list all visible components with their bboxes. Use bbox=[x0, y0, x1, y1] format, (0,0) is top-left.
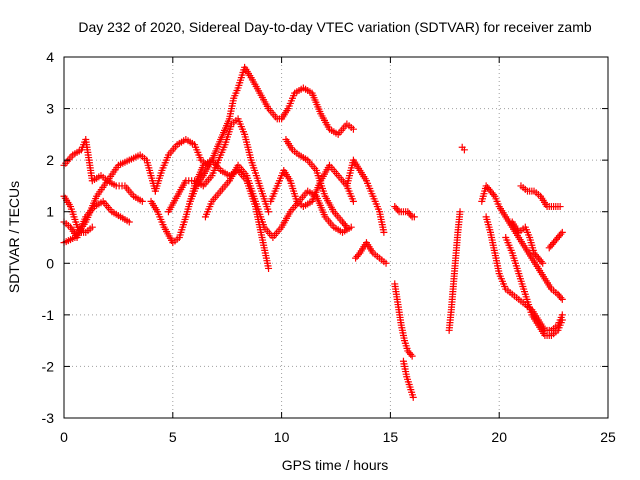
axis-ticks bbox=[63, 56, 609, 419]
y-tick-label: 3 bbox=[46, 101, 54, 117]
x-tick-label: 10 bbox=[274, 429, 290, 445]
data-point bbox=[394, 206, 402, 214]
x-tick-labels: 0 5 10 15 20 25 bbox=[60, 429, 616, 445]
data-point bbox=[138, 197, 146, 205]
series-arc-i bbox=[201, 161, 355, 241]
series-arc-g bbox=[164, 115, 273, 216]
series-arc-x bbox=[545, 228, 566, 252]
data-point bbox=[558, 228, 566, 236]
data-point bbox=[410, 213, 418, 221]
data-point bbox=[343, 223, 351, 231]
data-point bbox=[354, 251, 362, 259]
x-tick-label: 20 bbox=[491, 429, 507, 445]
series-arc-p bbox=[399, 357, 417, 401]
data-point bbox=[456, 208, 464, 216]
y-tick-label: 4 bbox=[46, 49, 54, 65]
data-point bbox=[557, 294, 565, 302]
data-point bbox=[265, 208, 273, 216]
data-points bbox=[60, 63, 566, 401]
series-arc-t bbox=[482, 213, 566, 334]
y-tick-label: 2 bbox=[46, 152, 54, 168]
y-tick-label: 1 bbox=[46, 204, 54, 220]
data-point bbox=[557, 230, 565, 238]
data-point bbox=[88, 223, 96, 231]
series-arc-b bbox=[60, 136, 146, 205]
series-arc-f bbox=[151, 136, 212, 195]
series-arc-v bbox=[508, 218, 547, 267]
data-point bbox=[539, 259, 547, 267]
chart-title: Day 232 of 2020, Sidereal Day-to-day VTE… bbox=[78, 19, 591, 35]
data-point bbox=[407, 211, 415, 219]
data-point bbox=[558, 316, 566, 324]
data-point bbox=[341, 221, 349, 229]
series-arc-c bbox=[60, 197, 133, 241]
data-point bbox=[265, 264, 273, 272]
y-axis-label: SDTVAR / TECUs bbox=[6, 181, 22, 293]
series-arc-h bbox=[186, 63, 357, 205]
y-tick-label: -2 bbox=[42, 358, 55, 374]
x-tick-label: 5 bbox=[169, 429, 177, 445]
series-arc-e bbox=[147, 156, 273, 272]
x-axis-label: GPS time / hours bbox=[282, 457, 389, 473]
x-tick-label: 25 bbox=[600, 429, 616, 445]
data-point bbox=[407, 350, 415, 358]
series-arc-q bbox=[445, 208, 464, 334]
x-tick-label: 0 bbox=[60, 429, 68, 445]
y-tick-label: -1 bbox=[42, 307, 55, 323]
data-point bbox=[382, 259, 390, 267]
data-point bbox=[489, 191, 497, 199]
series-arc-k bbox=[282, 136, 351, 231]
series-arc-u bbox=[502, 234, 566, 339]
y-tick-label: -3 bbox=[42, 410, 55, 426]
plot-frame bbox=[63, 56, 609, 419]
data-point bbox=[380, 228, 388, 236]
series-arc-m bbox=[352, 239, 390, 267]
data-point bbox=[460, 146, 468, 154]
x-tick-label: 15 bbox=[383, 429, 399, 445]
series-arc-s bbox=[478, 182, 566, 303]
y-tick-label: 0 bbox=[46, 255, 54, 271]
series-arc-n bbox=[391, 203, 418, 221]
data-point bbox=[556, 203, 564, 211]
data-point bbox=[558, 295, 566, 303]
series-arc-w bbox=[517, 182, 564, 211]
data-point bbox=[125, 218, 133, 226]
series-arc-o bbox=[391, 280, 416, 360]
data-point bbox=[349, 125, 357, 133]
data-point bbox=[409, 393, 417, 401]
series-arc-l bbox=[343, 156, 388, 236]
data-point bbox=[349, 197, 357, 205]
series-arc-r bbox=[458, 143, 468, 154]
data-point bbox=[408, 352, 416, 360]
y-tick-labels: -3 -2 -1 0 1 2 3 4 bbox=[42, 49, 55, 426]
data-point bbox=[537, 258, 545, 266]
